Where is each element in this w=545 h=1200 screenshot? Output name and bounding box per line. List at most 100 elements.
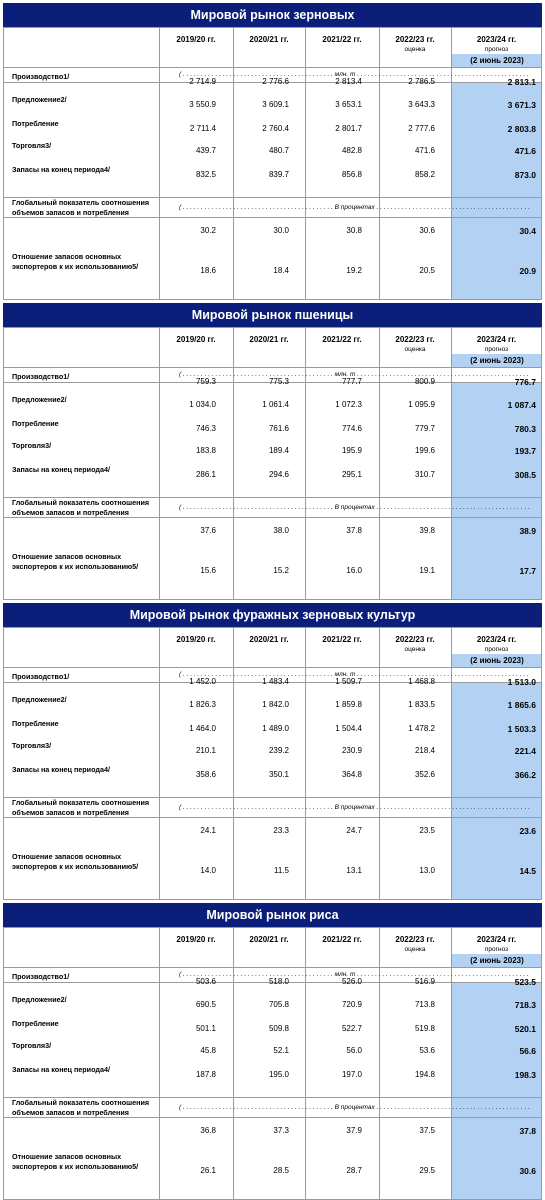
row-label-supply: Предложение2/ [12,995,67,1004]
column-divider [451,27,452,300]
column-header: 2022/23 гг. [395,935,435,944]
table-cell: 358.6 [195,770,216,779]
table-cell: 30.8 [346,226,362,235]
forecast-column-highlight [452,982,542,1200]
table-cell: 364.8 [341,770,362,779]
table-cell: 746.3 [195,424,216,433]
table-grid: 2019/20 гг. 2020/21 гг. 2021/22 гг. 2022/23… [3,27,542,300]
table-cell: 1 509.7 [335,677,362,686]
table-cell: 2 813.1 [507,77,536,87]
table-cell: 1 504.4 [335,724,362,733]
table-cell: 471.6 [514,146,536,156]
table-cell: 189.4 [268,446,289,455]
table-cell: 1 833.5 [408,700,435,709]
table-cell: 1 087.4 [507,400,536,410]
table-cell: 38.0 [273,526,289,535]
row-divider [3,517,542,518]
table-cell: 45.8 [200,1046,216,1055]
table-cell: 13.1 [346,866,362,875]
table-cell: 780.3 [514,424,536,434]
row-label-ratio_global: Глобальный показатель соотношения объемо… [12,198,150,217]
table-cell: 3 671.3 [507,100,536,110]
table-cell: 2 776.6 [262,77,289,86]
column-divider [305,927,306,1200]
table-cell: 759.3 [195,377,216,386]
table-cell: 2 760.4 [262,124,289,133]
table-cell: 1 452.0 [189,677,216,686]
forecast-column-highlight [452,382,542,600]
table-cell: 1 061.4 [262,400,289,409]
column-divider [305,327,306,600]
table-cell: 199.6 [414,446,435,455]
table-cell: 2 801.7 [335,124,362,133]
column-header: 2022/23 гг. [395,35,435,44]
row-divider [3,682,542,683]
row-divider [3,382,542,383]
table-cell: 1 489.0 [262,724,289,733]
table-grid: 2019/20 гг. 2020/21 гг. 2021/22 гг. 2022/23… [3,627,542,900]
column-divider [379,27,380,300]
table-cell: 37.6 [200,526,216,535]
column-note: прогноз [484,46,509,53]
column-divider [159,27,160,300]
column-header: 2019/20 гг. [176,635,216,644]
row-label-production: Производство1/ [12,672,70,681]
table-cell: 720.9 [341,1000,362,1009]
table-cell: 718.3 [514,1000,536,1010]
table-cell: 2 786.5 [408,77,435,86]
forecast-date-highlight [452,354,542,367]
table-cell: 839.7 [268,170,289,179]
column-divider [233,627,234,900]
column-divider [451,927,452,1200]
column-header: 2022/23 гг. [395,335,435,344]
table-cell: 3 550.9 [189,100,216,109]
table-cell: 1 034.0 [189,400,216,409]
table-cell: 482.8 [341,146,362,155]
table-cell: 776.7 [514,377,536,387]
column-divider [305,27,306,300]
row-divider [3,197,542,198]
table-cell: 18.4 [273,266,289,275]
row-divider [3,667,542,668]
table-cell: 23.5 [419,826,435,835]
table-cell: 308.5 [514,470,536,480]
row-label-consumption: Потребление [12,419,59,428]
table-cell: 777.7 [341,377,362,386]
table-cell: 28.5 [273,1166,289,1175]
table-title: Мировой рынок зерновых [3,3,542,27]
row-divider [3,67,542,68]
table-title: Мировой рынок риса [3,903,542,927]
table-cell: 210.1 [195,746,216,755]
table-cell: 24.1 [200,826,216,835]
table-cell: 30.6 [419,226,435,235]
row-divider [3,1097,542,1098]
row-label-ratio_exporters: Отношение запасов основных экспортеров к… [12,852,139,871]
column-header: 2020/21 гг. [249,35,289,44]
column-note: оценка [404,646,426,653]
row-label-ratio_exporters: Отношение запасов основных экспортеров к… [12,252,139,271]
row-divider [3,817,542,818]
table-cell: 194.8 [414,1070,435,1079]
row-label-consumption: Потребление [12,719,59,728]
forecast-date-highlight [452,654,542,667]
column-divider [379,927,380,1200]
forecast-date-highlight [452,54,542,67]
column-note: прогноз [484,646,509,653]
table-cell: 195.9 [341,446,362,455]
table-cell: 17.7 [519,566,536,576]
table-cell: 19.1 [419,566,435,575]
row-label-production: Производство1/ [12,972,70,981]
column-header: 2019/20 гг. [176,335,216,344]
table-cell: 239.2 [268,746,289,755]
column-divider [451,327,452,600]
column-header: 2020/21 гг. [249,935,289,944]
table-cell: 775.3 [268,377,289,386]
table-cell: 3 653.1 [335,100,362,109]
row-label-stocks: Запасы на конец периода4/ [12,465,110,474]
table-title: Мировой рынок пшеницы [3,303,542,327]
table-cell: 221.4 [514,746,536,756]
table-cell: 26.1 [200,1166,216,1175]
unit-mln-tonnes: ( . . . . . . . . . . . . . . . . . . . … [179,971,531,978]
table-cell: 30.6 [519,1166,536,1176]
row-label-ratio_global: Глобальный показатель соотношения объемо… [12,798,150,817]
